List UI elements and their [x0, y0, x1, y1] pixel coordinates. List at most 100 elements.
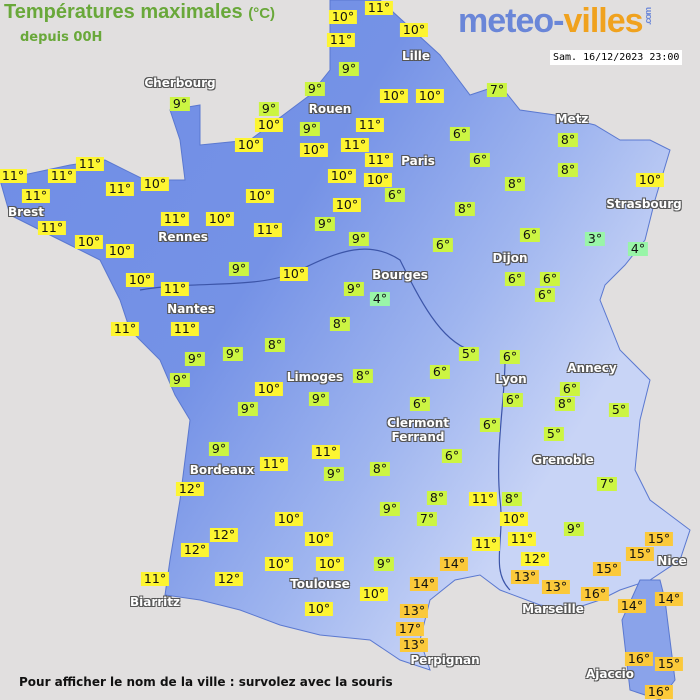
temperature-label[interactable]: 10° — [254, 118, 284, 132]
temperature-label[interactable]: 6° — [432, 238, 454, 252]
temperature-label[interactable]: 11° — [311, 445, 341, 459]
temperature-label[interactable]: 13° — [399, 638, 429, 652]
temperature-label[interactable]: 15° — [592, 562, 622, 576]
temperature-label[interactable]: 16° — [580, 587, 610, 601]
temperature-label[interactable]: 9° — [314, 217, 336, 231]
temperature-label[interactable]: 10° — [274, 512, 304, 526]
temperature-label[interactable]: 4° — [369, 292, 391, 306]
temperature-label[interactable]: 10° — [125, 273, 155, 287]
temperature-label[interactable]: 6° — [429, 365, 451, 379]
city-label[interactable]: Bourges — [372, 268, 428, 282]
city-label[interactable]: Lille — [401, 49, 431, 63]
temperature-label[interactable]: 10° — [327, 169, 357, 183]
temperature-label[interactable]: 10° — [74, 235, 104, 249]
meteo-villes-logo[interactable]: meteo-villes.com — [458, 2, 653, 41]
temperature-label[interactable]: 11° — [355, 118, 385, 132]
temperature-label[interactable]: 11° — [471, 537, 501, 551]
temperature-label[interactable]: 6° — [499, 350, 521, 364]
temperature-label[interactable]: 8° — [352, 369, 374, 383]
temperature-label[interactable]: 3° — [584, 232, 606, 246]
city-label[interactable]: Grenoble — [532, 453, 594, 467]
temperature-label[interactable]: 10° — [245, 189, 275, 203]
temperature-label[interactable]: 8° — [554, 397, 576, 411]
temperature-label[interactable]: 16° — [644, 685, 674, 699]
temperature-label[interactable]: 11° — [105, 182, 135, 196]
temperature-label[interactable]: 8° — [557, 133, 579, 147]
temperature-label[interactable]: 9° — [237, 402, 259, 416]
temperature-label[interactable]: 9° — [323, 467, 345, 481]
temperature-label[interactable]: 5° — [458, 347, 480, 361]
temperature-label[interactable]: 5° — [608, 403, 630, 417]
temperature-label[interactable]: 6° — [479, 418, 501, 432]
temperature-label[interactable]: 14° — [409, 577, 439, 591]
temperature-label[interactable]: 10° — [363, 173, 393, 187]
temperature-label[interactable]: 13° — [399, 604, 429, 618]
temperature-label[interactable]: 8° — [369, 462, 391, 476]
temperature-label[interactable]: 9° — [343, 282, 365, 296]
city-label[interactable]: Ajaccio — [585, 667, 635, 681]
city-label[interactable]: Brest — [7, 205, 45, 219]
temperature-label[interactable]: 6° — [441, 449, 463, 463]
temperature-label[interactable]: 6° — [504, 272, 526, 286]
temperature-label[interactable]: 9° — [308, 392, 330, 406]
temperature-label[interactable]: 11° — [160, 282, 190, 296]
temperature-label[interactable]: 6° — [469, 153, 491, 167]
temperature-label[interactable]: 8° — [501, 492, 523, 506]
temperature-label[interactable]: 10° — [205, 212, 235, 226]
city-label[interactable]: Perpignan — [410, 653, 480, 667]
city-label[interactable]: Nice — [657, 554, 687, 568]
city-label[interactable]: Marseille — [522, 602, 584, 616]
temperature-label[interactable]: 10° — [635, 173, 665, 187]
temperature-label[interactable]: 10° — [234, 138, 264, 152]
temperature-label[interactable]: 10° — [379, 89, 409, 103]
temperature-label[interactable]: 9° — [563, 522, 585, 536]
temperature-label[interactable]: 9° — [299, 122, 321, 136]
temperature-label[interactable]: 10° — [264, 557, 294, 571]
temperature-label[interactable]: 10° — [315, 557, 345, 571]
city-label[interactable]: Lyon — [495, 372, 527, 386]
temperature-label[interactable]: 6° — [449, 127, 471, 141]
temperature-label[interactable]: 9° — [228, 262, 250, 276]
temperature-label[interactable]: 8° — [454, 202, 476, 216]
temperature-label[interactable]: 17° — [395, 622, 425, 636]
temperature-label[interactable]: 15° — [654, 657, 684, 671]
temperature-label[interactable]: 10° — [254, 382, 284, 396]
temperature-label[interactable]: 6° — [519, 228, 541, 242]
temperature-label[interactable]: 12° — [520, 552, 550, 566]
temperature-label[interactable]: 10° — [332, 198, 362, 212]
temperature-label[interactable]: 9° — [184, 352, 206, 366]
temperature-label[interactable]: 11° — [468, 492, 498, 506]
temperature-label[interactable]: 6° — [534, 288, 556, 302]
temperature-label[interactable]: 11° — [37, 221, 67, 235]
city-label[interactable]: Rennes — [158, 230, 208, 244]
temperature-label[interactable]: 11° — [364, 153, 394, 167]
temperature-label[interactable]: 10° — [328, 10, 358, 24]
temperature-label[interactable]: 10° — [359, 587, 389, 601]
city-label[interactable]: Dijon — [492, 251, 528, 265]
city-label[interactable]: Toulouse — [290, 577, 350, 591]
temperature-label[interactable]: 9° — [222, 347, 244, 361]
temperature-label[interactable]: 11° — [0, 169, 28, 183]
city-label[interactable]: Rouen — [308, 102, 352, 116]
temperature-label[interactable]: 9° — [258, 102, 280, 116]
city-label[interactable]: Biarritz — [129, 595, 181, 609]
city-label[interactable]: Limoges — [286, 370, 344, 384]
temperature-label[interactable]: 9° — [338, 62, 360, 76]
temperature-label[interactable]: 10° — [304, 602, 334, 616]
temperature-label[interactable]: 11° — [140, 572, 170, 586]
temperature-label[interactable]: 8° — [557, 163, 579, 177]
temperature-label[interactable]: 9° — [373, 557, 395, 571]
temperature-label[interactable]: 9° — [304, 82, 326, 96]
city-label[interactable]: Clermont Ferrand — [386, 416, 450, 444]
temperature-label[interactable]: 10° — [140, 177, 170, 191]
temperature-label[interactable]: 11° — [364, 1, 394, 15]
temperature-label[interactable]: 5° — [543, 427, 565, 441]
city-label[interactable]: Nantes — [167, 302, 215, 316]
city-label[interactable]: Strasbourg — [606, 197, 682, 211]
city-label[interactable]: Annecy — [567, 361, 617, 375]
temperature-label[interactable]: 11° — [160, 212, 190, 226]
temperature-label[interactable]: 9° — [169, 97, 191, 111]
temperature-label[interactable]: 8° — [426, 491, 448, 505]
temperature-label[interactable]: 9° — [169, 373, 191, 387]
temperature-label[interactable]: 11° — [259, 457, 289, 471]
